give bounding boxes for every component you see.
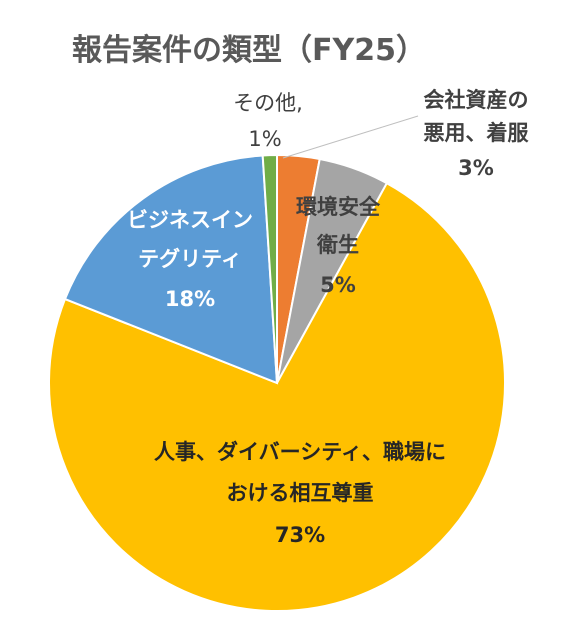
data-label-business-integrity-line1: ビジネスイン [127, 208, 253, 232]
data-label-ehs-line2: 衛生 [316, 233, 359, 257]
pie-slice-hr [48, 181, 506, 612]
data-label-hr-line2: おける相互尊重 [227, 481, 374, 505]
data-label-company-assets-percent: 3% [458, 156, 494, 180]
pie-slice-business-integrity [63, 154, 279, 385]
pie-slices [48, 153, 506, 612]
data-label-other-line1: その他, [233, 91, 303, 115]
data-label-ehs-percent: 5% [320, 273, 356, 297]
data-label-hr-line1: 人事、ダイバーシティ、職場に [154, 440, 446, 464]
data-label-business-integrity-line2: テグリティ [138, 247, 242, 271]
pie-slice-other [261, 153, 278, 384]
data-label-company-assets-line1: 会社資産の [424, 88, 529, 112]
leader-line-company-assets [282, 115, 419, 159]
data-label-company-assets-line2: 悪用、着服 [424, 121, 530, 145]
chart-title: 報告案件の類型（FY25） [72, 33, 426, 68]
data-label-hr-percent: 73% [275, 523, 325, 547]
data-label-ehs-line1: 環境安全 [296, 195, 381, 219]
data-label-business-integrity-percent: 18% [165, 287, 215, 311]
data-label-other-percent: 1% [248, 127, 281, 151]
